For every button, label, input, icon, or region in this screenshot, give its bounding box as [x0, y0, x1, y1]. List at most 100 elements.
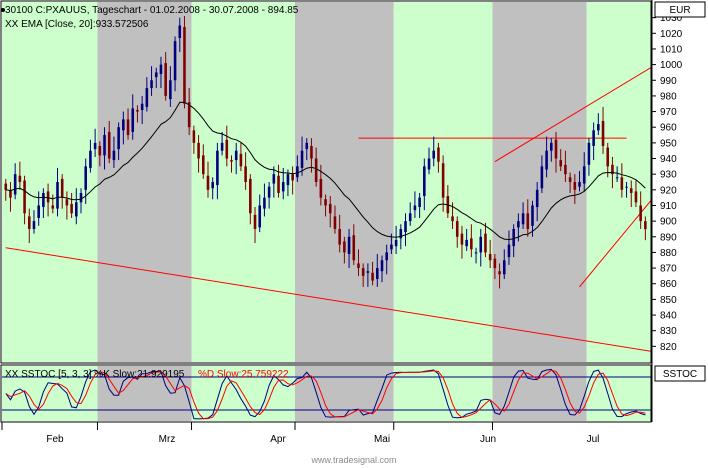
price-tick-label: 970	[660, 107, 677, 118]
trendline	[494, 56, 670, 163]
candle-body	[93, 142, 97, 150]
candle-body	[197, 142, 200, 159]
candle-body	[225, 139, 229, 159]
candle-body	[366, 271, 370, 273]
main-panel-frame	[0, 0, 652, 364]
candle-body	[545, 150, 548, 170]
trendline	[5, 247, 669, 355]
candle-body	[578, 182, 581, 187]
candle-body	[4, 183, 8, 190]
month-band	[97, 2, 192, 362]
candle-body	[559, 160, 562, 167]
month-band	[586, 2, 651, 362]
candle-body	[145, 88, 149, 107]
stoch-d-line	[5, 369, 646, 420]
candle-body	[107, 131, 111, 159]
month-label: Jul	[587, 434, 600, 445]
candle-body	[206, 175, 210, 190]
candle-body	[258, 205, 262, 228]
candle-body	[267, 186, 271, 198]
candle-body	[126, 119, 130, 136]
candle-body	[27, 216, 31, 229]
month-band	[492, 2, 587, 362]
candles	[4, 16, 647, 289]
candle-body	[587, 142, 591, 165]
candle-body	[644, 221, 647, 230]
candle-body	[498, 271, 501, 275]
candle-body	[51, 205, 55, 209]
candle-body	[601, 120, 605, 146]
candle-body	[413, 205, 417, 211]
candle-body	[211, 182, 214, 189]
month-label: Apr	[270, 434, 286, 445]
month-label: Feb	[46, 434, 64, 445]
candle-body	[573, 182, 577, 190]
candle-body	[291, 174, 294, 181]
candle-body	[582, 166, 586, 184]
candle-body	[465, 239, 468, 247]
candle-body	[75, 202, 78, 217]
candle-body	[554, 139, 558, 159]
candle-body	[272, 174, 276, 184]
price-tick-label: 920	[660, 185, 677, 196]
candle-body	[328, 203, 332, 214]
candle-body	[314, 158, 318, 182]
candle-body	[620, 177, 624, 190]
watermark: www.tradesignal.com	[310, 455, 396, 465]
candle-body	[493, 258, 497, 269]
candle-body	[615, 177, 619, 179]
candle-body	[324, 199, 327, 206]
price-tick-label: 930	[660, 170, 677, 181]
candle-body	[592, 130, 595, 146]
candle-body	[178, 25, 182, 38]
candle-body	[535, 189, 539, 208]
month-label: Mai	[374, 434, 390, 445]
candle-body	[253, 214, 257, 229]
candle-body	[338, 228, 341, 245]
price-tick-label: 860	[660, 279, 677, 290]
price-tick-label: 900	[660, 217, 677, 228]
candle-body	[625, 186, 628, 188]
month-label: Mrz	[159, 434, 176, 445]
candle-body	[432, 150, 436, 159]
candle-body	[361, 268, 365, 276]
candle-body	[220, 142, 224, 151]
candle-body	[357, 263, 360, 269]
candle-body	[408, 213, 412, 222]
price-axis-ticks: 1030 1020 1010 1000 990 980 970 960 950 940 930 920…	[652, 13, 683, 353]
stoch-month-band	[492, 366, 587, 421]
candle-body	[427, 158, 431, 170]
candle-body	[300, 150, 304, 168]
candle-body	[343, 241, 346, 253]
candle-body	[159, 64, 163, 74]
candle-body	[634, 191, 638, 203]
candle-body	[46, 191, 50, 203]
candle-body	[390, 244, 393, 250]
stoch-month-band	[294, 366, 394, 421]
candle-body	[418, 197, 421, 208]
stoch-label-box	[654, 365, 706, 382]
candle-body	[437, 147, 440, 162]
candle-body	[37, 205, 40, 218]
candle-body	[479, 236, 483, 253]
price-tick-label: 910	[660, 201, 677, 212]
candle-body	[79, 192, 83, 203]
time-axis: Feb Mrz Apr Mai Jun Jul	[1, 422, 600, 445]
month-label: Jun	[480, 434, 496, 445]
candle-body	[502, 260, 506, 275]
month-bands	[2, 2, 651, 362]
candle-body	[474, 252, 478, 254]
price-tick-label: 890	[660, 232, 677, 243]
candle-body	[234, 150, 238, 161]
candle-body	[56, 182, 59, 209]
candle-body	[117, 127, 120, 150]
candle-body	[375, 268, 379, 280]
candle-body	[23, 180, 26, 214]
stoch-axis-label: SSTOC	[663, 369, 697, 380]
price-tick-label: 820	[660, 342, 677, 353]
currency-label: EUR	[669, 5, 690, 16]
candle-body	[60, 178, 64, 198]
candle-body	[394, 239, 398, 247]
candle-body	[385, 252, 388, 261]
candle-body	[568, 177, 572, 182]
